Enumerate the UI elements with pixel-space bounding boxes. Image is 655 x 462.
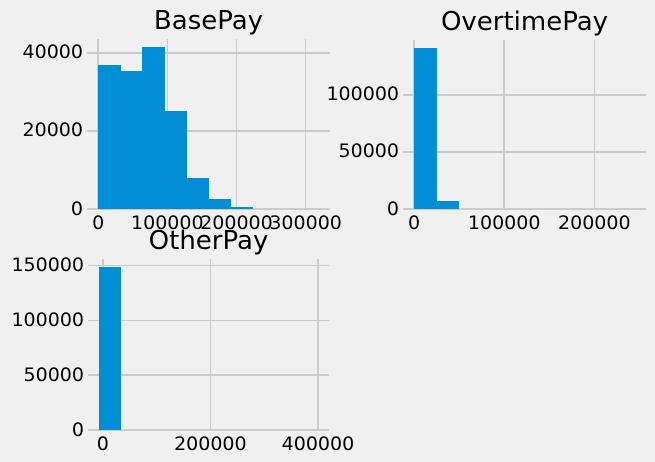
x-tick-label: 100000 [467,212,541,234]
histogram-bar [98,65,121,209]
axes-basepay: 0 100000 200000 300000 0 20000 40000 [23,39,342,234]
gridline-vertical [235,39,238,209]
gridline-horizontal [87,52,330,54]
histogram-bar [414,48,437,209]
y-tick-label: 0 [386,197,399,220]
histogram-bar [186,177,209,209]
x-tick-label: 200000 [200,212,273,234]
gridline-vertical [317,259,319,430]
y-tick-label: 0 [70,197,83,220]
gridline-horizontal [88,319,329,322]
histogram-bar [98,267,122,430]
chart-title-basepay: BasePay [153,6,264,36]
gridline-horizontal [88,374,329,376]
x-tick-label: 0 [92,212,105,234]
chart-title-otherpay: OtherPay [148,226,269,256]
x-tick-label: 200000 [558,212,631,234]
y-tick-label: 100000 [326,83,399,106]
y-tick-label: 100000 [11,308,84,331]
y-tick-label: 0 [71,418,84,441]
gridline-horizontal [403,151,646,153]
x-tick-label: 0 [408,212,421,234]
gridline-vertical [503,40,505,209]
histogram-bar [142,46,165,209]
x-tick-label: 400000 [281,433,355,455]
x-tick-label: 300000 [269,212,342,234]
gridline-vertical [209,259,212,430]
gridline-horizontal [88,429,329,431]
gridline-horizontal [403,208,646,210]
y-tick-label: 20000 [22,119,83,142]
histogram-bar [164,111,187,209]
histogram-bar [208,199,231,209]
y-tick-label: 40000 [22,41,83,64]
gridline-vertical [593,40,596,209]
gridline-horizontal [87,130,330,132]
y-tick-label: 150000 [11,254,84,277]
y-tick-label: 50000 [338,140,399,163]
gridline-horizontal [403,94,646,96]
x-tick-label: 100000 [131,212,204,234]
axes-otherpay: 0 200000 400000 0 50000 100000 150000 [11,255,354,455]
histogram-bar [436,201,459,209]
axes-overtimepay: 0 100000 200000 0 50000 100000 [326,40,646,234]
gridline-vertical [304,39,307,209]
gridline-horizontal [88,264,329,267]
histogram-bar [120,71,143,209]
x-tick-label: 200000 [174,433,247,455]
histogram-bar [230,207,254,209]
x-tick-label: 0 [96,433,109,455]
chart-title-overtimepay: OvertimePay [440,7,609,37]
y-tick-label: 50000 [23,363,84,386]
gridline-horizontal [87,208,330,210]
